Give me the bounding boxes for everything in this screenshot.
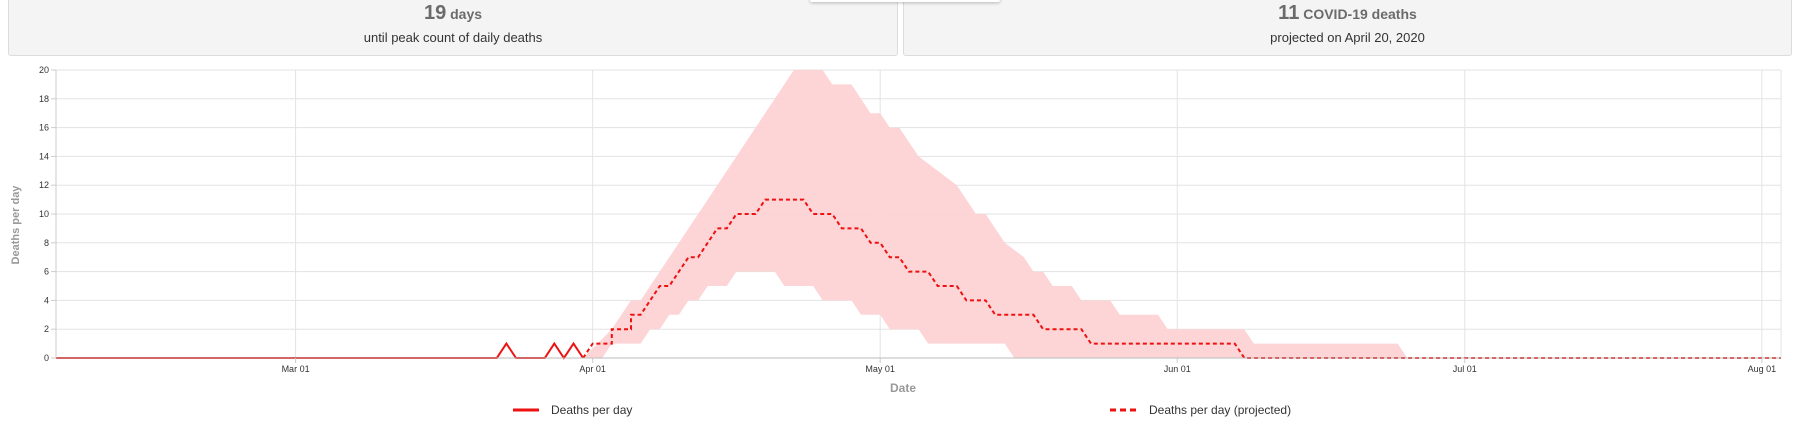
y-tick-label: 18 (39, 94, 49, 104)
legend-item-projected[interactable]: Deaths per day (projected) (1110, 403, 1291, 417)
series-line-observed (56, 341, 584, 360)
projected-deaths-value: 11 (1278, 2, 1300, 24)
peak-days-headline: 19 days (9, 3, 897, 24)
legend-item-observed[interactable]: Deaths per day (513, 403, 632, 417)
projected-deaths-headline: 11 COVID-19 deaths (904, 3, 1791, 24)
legend-label-observed: Deaths per day (551, 403, 632, 417)
popover-edge (810, 0, 1000, 2)
peak-days-unit: days (450, 6, 483, 22)
y-tick-label: 8 (44, 238, 49, 248)
peak-days-card: 19 days until peak count of daily deaths (8, 0, 898, 56)
x-tick-label: Jul 01 (1453, 364, 1477, 374)
uncertainty-band (583, 70, 1408, 358)
uncertainty-band-layer (583, 70, 1408, 358)
y-tick-label: 2 (44, 324, 49, 334)
x-axis-title: Date (890, 381, 916, 395)
x-tick-label: Aug 01 (1748, 364, 1777, 374)
x-tick-label: Jun 01 (1164, 364, 1191, 374)
y-tick-label: 14 (39, 151, 49, 161)
y-tick-label: 4 (44, 295, 49, 305)
projected-deaths-card: 11 COVID-19 deaths projected on April 20… (903, 0, 1792, 56)
y-tick-label: 20 (39, 65, 49, 75)
x-tick-label: Apr 01 (579, 364, 606, 374)
projected-deaths-unit: COVID-19 deaths (1303, 6, 1417, 22)
x-tick-label: Mar 01 (282, 364, 310, 374)
legend: Deaths per day Deaths per day (projected… (513, 403, 1291, 417)
y-tick-label: 0 (44, 353, 49, 363)
chart-axes: 0 2 4 6 8 10 12 14 16 18 20 Mar 01 Apr 01 May 01 Jun 0… (39, 65, 1782, 374)
projected-deaths-caption: projected on April 20, 2020 (1270, 30, 1425, 45)
peak-days-caption: until peak count of daily deaths (363, 30, 543, 45)
summary-cards: 19 days until peak count of daily deaths… (0, 0, 1798, 56)
legend-label-projected: Deaths per day (projected) (1149, 403, 1291, 417)
y-tick-label: 16 (39, 123, 49, 133)
peak-days-value: 19 (423, 2, 447, 24)
y-axis-title: Deaths per day (10, 185, 22, 265)
y-tick-label: 10 (39, 209, 49, 219)
series-line-projected (582, 198, 1781, 359)
y-tick-label: 12 (39, 180, 49, 190)
x-tick-label: May 01 (865, 364, 895, 374)
y-tick-label: 6 (44, 267, 49, 277)
